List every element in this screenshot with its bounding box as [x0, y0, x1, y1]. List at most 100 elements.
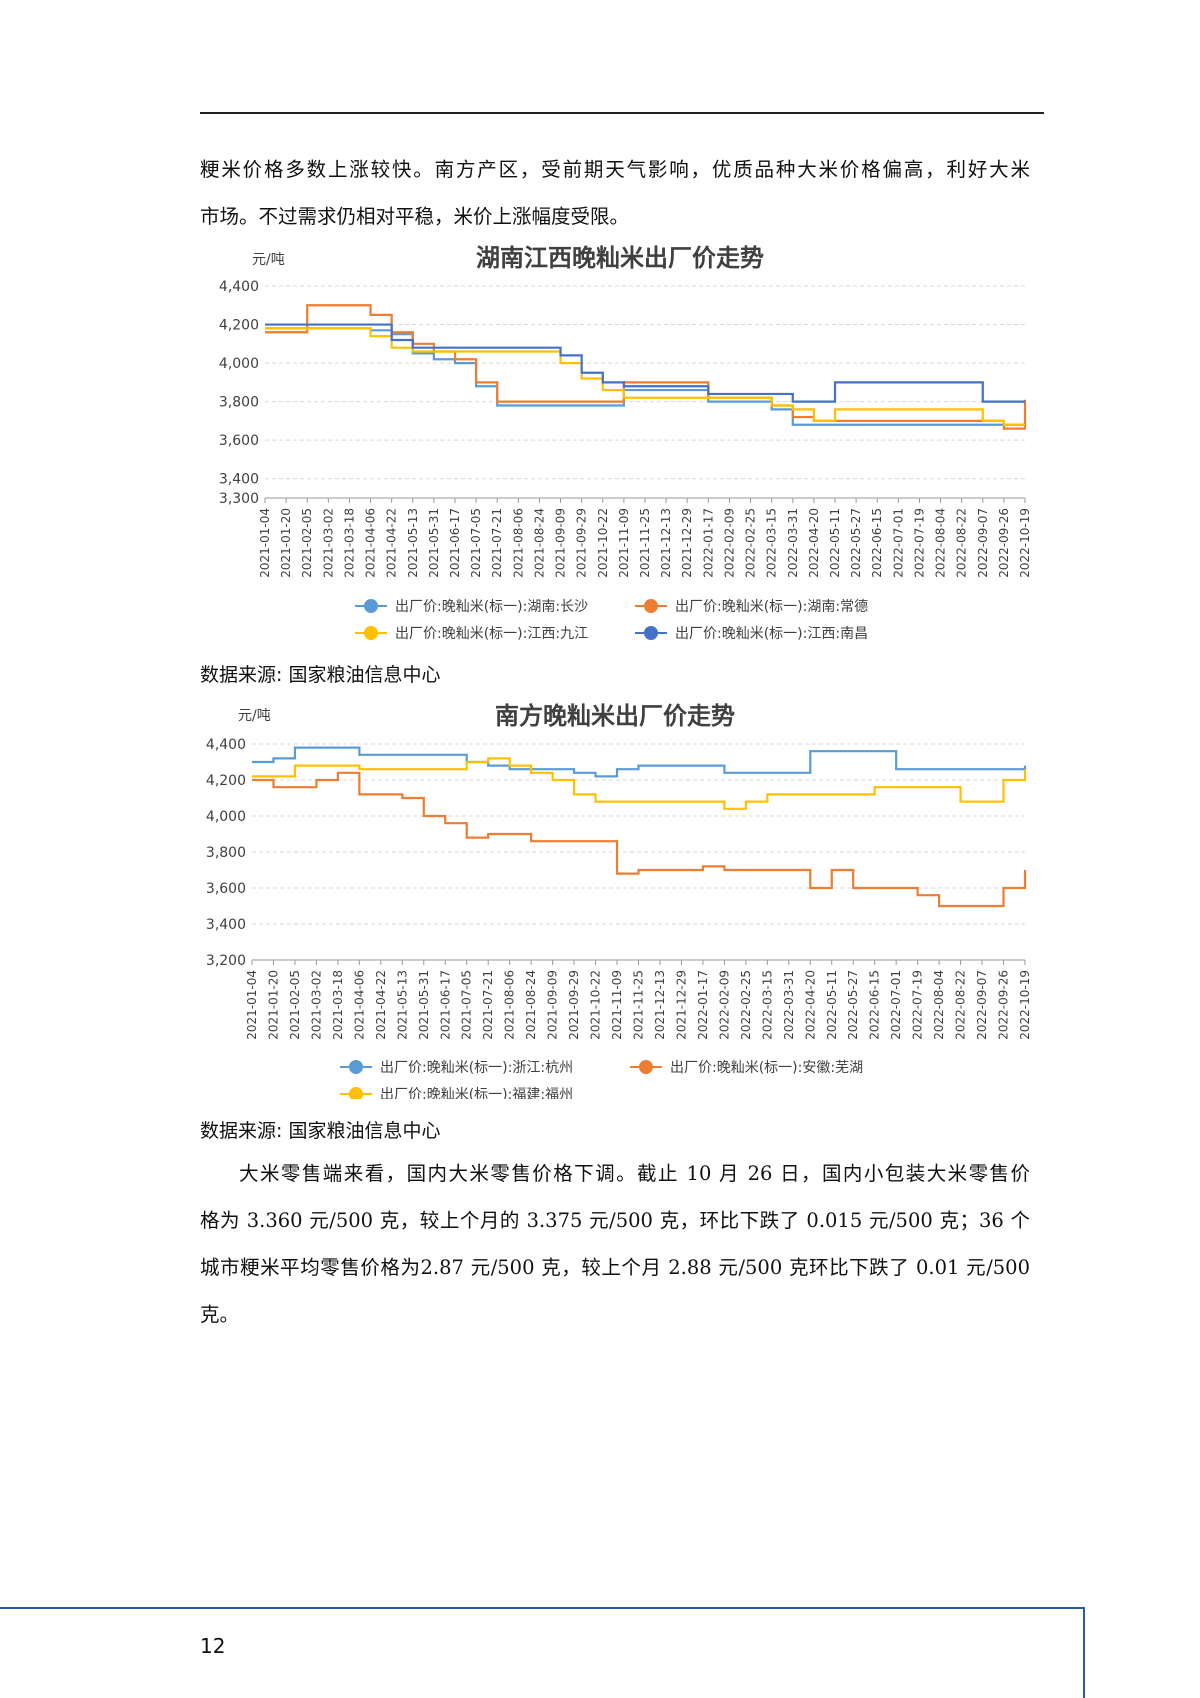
legend-label: 出厂价:晚籼米(标一):湖南:常德: [675, 599, 868, 615]
x-tick-label: 2021-02-05: [300, 508, 314, 578]
series-line: [252, 757, 1027, 810]
x-tick-label: 2021-09-29: [567, 970, 581, 1040]
y-tick-label: 4,000: [206, 809, 246, 825]
x-tick-label: 2022-02-09: [722, 508, 736, 578]
legend-marker: [644, 626, 658, 640]
paragraph-retail-price: 大米零售端来看，国内大米零售价格下调。截止 10 月 26 日，国内小包装大米零…: [200, 1150, 1030, 1338]
y-tick-label: 3,300: [219, 491, 259, 507]
legend-label: 出厂价:晚籼米(标一):江西:南昌: [675, 626, 868, 642]
x-tick-label: 2021-08-06: [503, 970, 517, 1040]
legend-label: 出厂价:晚籼米(标一):浙江:杭州: [380, 1060, 573, 1076]
x-tick-label: 2022-09-26: [997, 508, 1011, 578]
y-tick-label: 3,200: [206, 953, 246, 969]
legend-label: 出厂价:晚籼米(标一):福建:福州: [380, 1087, 573, 1099]
x-tick-label: 2021-03-18: [342, 508, 356, 578]
paragraph-line: 大米零售端来看，国内大米零售价格下调。截止 10 月 26 日，国内小包装大米零…: [239, 1162, 1030, 1185]
x-tick-label: 2021-09-09: [554, 508, 568, 578]
legend-marker: [349, 1087, 363, 1099]
x-tick-label: 2022-08-22: [955, 508, 969, 578]
x-tick-label: 2021-04-06: [352, 970, 366, 1040]
x-tick-label: 2021-10-22: [589, 970, 603, 1040]
x-tick-label: 2021-03-02: [309, 970, 323, 1040]
y-tick-label: 3,400: [219, 472, 259, 488]
x-tick-label: 2021-10-22: [596, 508, 610, 578]
series-line: [265, 323, 1025, 403]
x-tick-label: 2022-03-15: [760, 970, 774, 1040]
series-line: [265, 327, 1025, 426]
x-tick-label: 2021-05-13: [406, 508, 420, 578]
legend-marker: [364, 599, 378, 613]
series-line: [252, 771, 1027, 908]
x-tick-label: 2021-11-09: [617, 508, 631, 578]
x-tick-label: 2022-05-27: [846, 970, 860, 1040]
x-tick-label: 2021-03-18: [331, 970, 345, 1040]
legend-marker: [364, 626, 378, 640]
x-tick-label: 2021-11-09: [610, 970, 624, 1040]
x-tick-label: 2021-04-06: [364, 508, 378, 578]
data-source-note: 数据来源: 国家粮油信息中心: [200, 1120, 441, 1142]
x-tick-label: 2021-08-24: [524, 970, 538, 1040]
x-tick-label: 2022-03-31: [782, 970, 796, 1040]
x-tick-label: 2022-09-07: [976, 508, 990, 578]
x-tick-label: 2022-02-09: [717, 970, 731, 1040]
chart-southern: 南方晚籼米出厂价走势 元/吨 3,200 3,400 3,600 3,800 4,000 4,…: [190, 694, 1040, 1099]
x-tick-label: 2021-11-25: [638, 508, 652, 578]
y-axis-unit-label: 元/吨: [252, 252, 285, 268]
footer-border-top: [0, 1607, 1085, 1609]
x-tick-label: 2021-04-22: [374, 970, 388, 1040]
y-tick-label: 4,200: [206, 773, 246, 789]
x-tick-label: 2021-07-05: [469, 508, 483, 578]
paragraph-line: 市场。不过需求仍相对平稳，米价上涨幅度受限。: [200, 205, 630, 228]
y-tick-label: 4,400: [219, 279, 259, 295]
y-tick-label: 4,000: [219, 356, 259, 372]
x-tick-label: 2021-11-25: [632, 970, 646, 1040]
x-tick-label: 2022-05-11: [828, 508, 842, 578]
x-tick-label: 2022-01-17: [701, 508, 715, 578]
chart-svg: 南方晚籼米出厂价走势 元/吨 3,200 3,400 3,600 3,800 4,000 4,…: [206, 702, 1032, 1099]
x-tick-label: 2022-07-01: [891, 508, 905, 578]
x-tick-label: 2022-08-04: [934, 508, 948, 578]
x-tick-label: 2021-04-22: [385, 508, 399, 578]
x-tick-label: 2022-07-19: [912, 508, 926, 578]
x-tick-label: 2022-02-25: [739, 970, 753, 1040]
chart-title: 南方晚籼米出厂价走势: [495, 702, 735, 730]
paragraph-line: 城市粳米平均零售价格为2.87 元/500 克，较上个月 2.88 元/500 …: [200, 1256, 1030, 1279]
x-tick-label: 2022-04-20: [807, 508, 821, 578]
x-tick-label: 2021-07-05: [460, 970, 474, 1040]
x-tick-label: 2021-06-17: [448, 508, 462, 578]
x-tick-label: 2022-08-22: [954, 970, 968, 1040]
paragraph-line: 粳米价格多数上涨较快。南方产区，受前期天气影响，优质品种大米价格偏高，利好大米: [200, 158, 1030, 181]
x-tick-label: 2021-09-29: [575, 508, 589, 578]
x-tick-label: 2021-01-04: [245, 970, 259, 1040]
x-tick-label: 2021-05-31: [417, 970, 431, 1040]
y-tick-label: 3,600: [206, 881, 246, 897]
x-tick-label: 2021-05-13: [395, 970, 409, 1040]
x-tick-label: 2021-12-13: [653, 970, 667, 1040]
x-tick-label: 2022-03-15: [765, 508, 779, 578]
legend-label: 出厂价:晚籼米(标一):江西:九江: [395, 626, 588, 642]
y-tick-label: 3,800: [219, 395, 259, 411]
data-source-note: 数据来源: 国家粮油信息中心: [200, 664, 441, 686]
x-tick-label: 2021-05-31: [427, 508, 441, 578]
legend-label: 出厂价:晚籼米(标一):安徽:芜湖: [670, 1059, 863, 1076]
series-line: [252, 746, 1027, 778]
page-number: 12: [200, 1634, 226, 1658]
y-axis-unit-label: 元/吨: [238, 708, 271, 724]
footer-border-right: [1083, 1607, 1085, 1698]
legend-marker: [639, 1060, 653, 1074]
x-tick-label: 2022-06-15: [870, 508, 884, 578]
x-tick-label: 2022-01-17: [696, 970, 710, 1040]
x-tick-label: 2021-12-29: [674, 970, 688, 1040]
legend-marker: [644, 599, 658, 613]
legend-label: 出厂价:晚籼米(标一):湖南:长沙: [395, 599, 588, 615]
x-tick-label: 2021-12-29: [680, 508, 694, 578]
x-tick-label: 2022-06-15: [868, 970, 882, 1040]
x-tick-label: 2022-10-19: [1018, 970, 1032, 1040]
y-tick-label: 3,400: [206, 917, 246, 933]
x-tick-label: 2022-07-19: [911, 970, 925, 1040]
x-tick-label: 2022-09-26: [997, 970, 1011, 1040]
x-tick-label: 2021-12-13: [659, 508, 673, 578]
x-tick-label: 2022-05-27: [849, 508, 863, 578]
paragraph-rice-market: 粳米价格多数上涨较快。南方产区，受前期天气影响，优质品种大米价格偏高，利好大米 …: [200, 146, 1030, 240]
chart-title: 湖南江西晚籼米出厂价走势: [476, 244, 764, 272]
